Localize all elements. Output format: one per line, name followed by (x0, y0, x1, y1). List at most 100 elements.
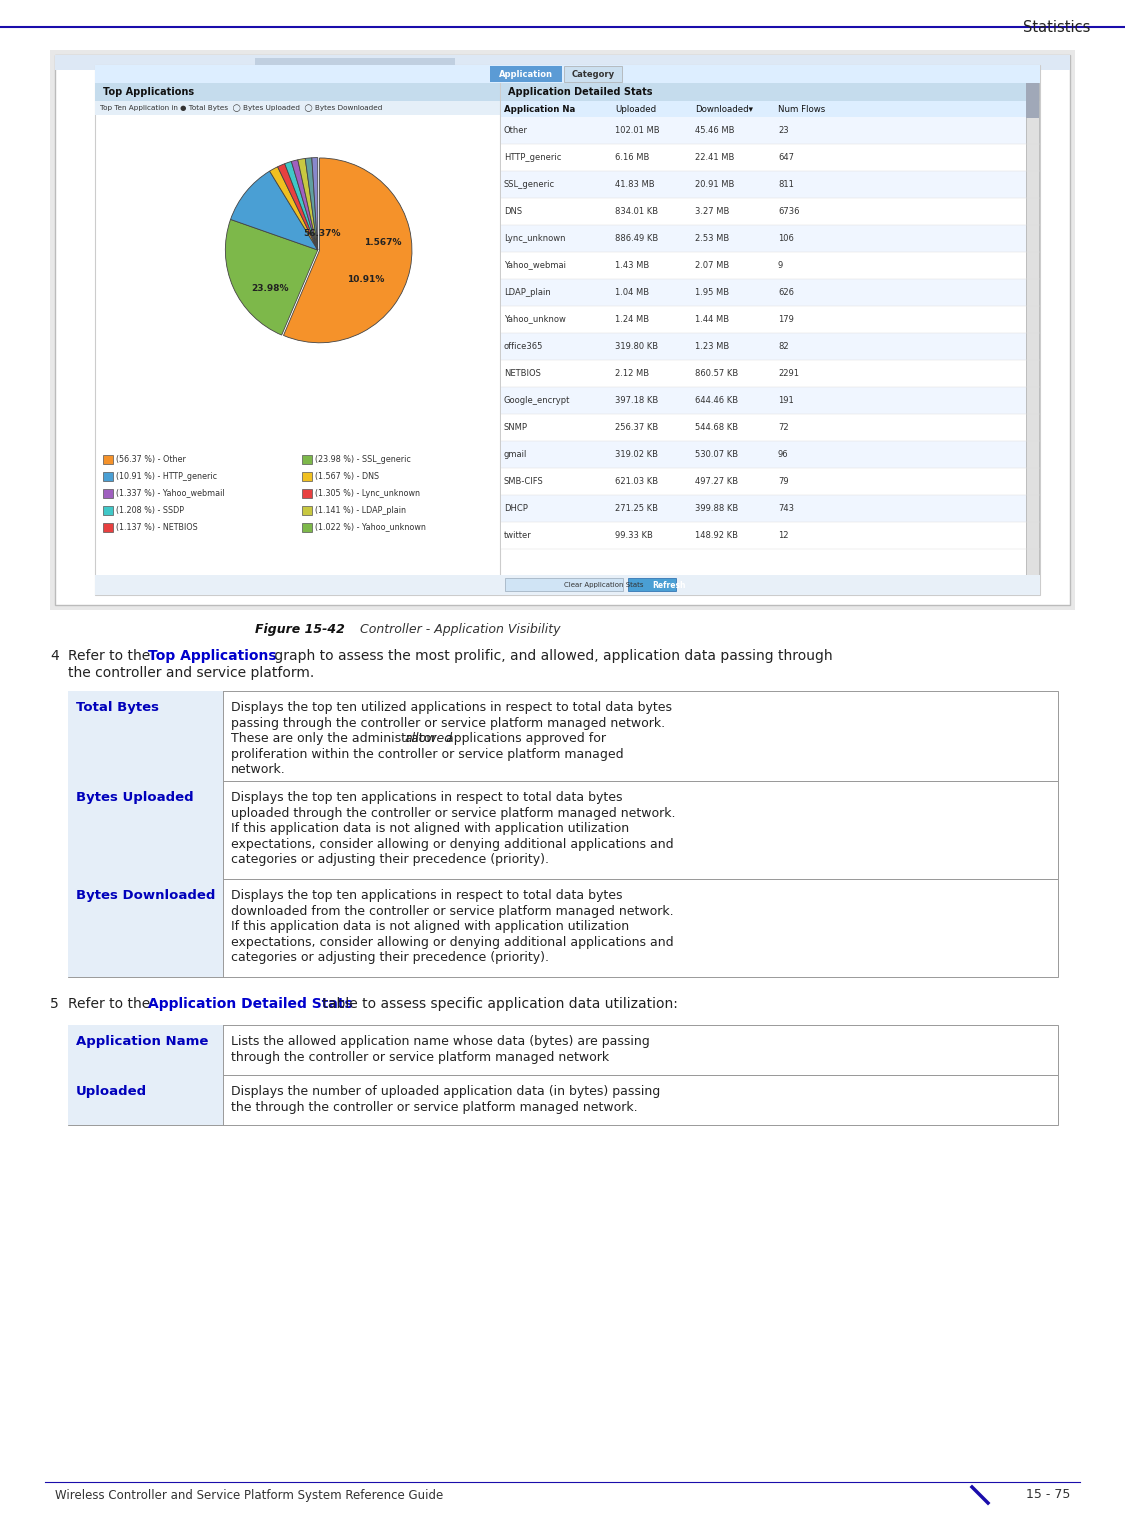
Text: 2.53 MB: 2.53 MB (695, 234, 729, 243)
Text: DNS: DNS (504, 206, 522, 215)
Text: 12: 12 (778, 531, 789, 540)
Wedge shape (298, 158, 317, 250)
Text: 399.88 KB: 399.88 KB (695, 504, 738, 513)
Bar (55, 55, 1070, 70)
Text: categories or adjusting their precedence (priority).: categories or adjusting their precedence… (231, 951, 549, 963)
Text: 544.68 KB: 544.68 KB (695, 423, 738, 431)
Text: (23.98 %) - SSL_generic: (23.98 %) - SSL_generic (315, 455, 411, 464)
Text: Displays the top ten utilized applications in respect to total data bytes: Displays the top ten utilized applicatio… (231, 701, 672, 715)
Text: Application Detailed Stats: Application Detailed Stats (508, 86, 652, 97)
Text: 4: 4 (50, 649, 58, 663)
Wedge shape (270, 167, 317, 250)
Text: Google_encrypt: Google_encrypt (504, 396, 570, 405)
Bar (302, 507, 312, 514)
Text: 102.01 MB: 102.01 MB (615, 126, 659, 135)
Bar (94, 102, 500, 115)
Text: SSL_generic: SSL_generic (504, 179, 555, 188)
Text: allowed: allowed (404, 733, 452, 745)
Text: 811: 811 (778, 179, 794, 188)
Text: Wireless Controller and Service Platform System Reference Guide: Wireless Controller and Service Platform… (55, 1488, 443, 1502)
Text: 256.37 KB: 256.37 KB (615, 423, 658, 431)
Text: 621.03 KB: 621.03 KB (615, 476, 658, 485)
Text: Num Flows: Num Flows (778, 105, 826, 114)
Bar (501, 360, 1040, 387)
Text: 1.24 MB: 1.24 MB (615, 314, 649, 323)
Text: (1.208 %) - SSDP: (1.208 %) - SSDP (116, 505, 184, 514)
Text: 397.18 KB: 397.18 KB (615, 396, 658, 405)
Bar (94, 575, 1040, 595)
Text: These are only the administrator ⁠: These are only the administrator ⁠ (231, 733, 441, 745)
Text: 644.46 KB: 644.46 KB (695, 396, 738, 405)
Text: 15 - 75: 15 - 75 (1026, 1488, 1070, 1502)
Text: Downloaded▾: Downloaded▾ (695, 105, 753, 114)
Text: (1.141 %) - LDAP_plain: (1.141 %) - LDAP_plain (315, 505, 406, 514)
Bar (501, 225, 1040, 252)
Bar (68, 692, 1058, 781)
Text: Uploaded: Uploaded (615, 105, 656, 114)
Text: 1.567%: 1.567% (363, 238, 402, 247)
Bar (501, 199, 1040, 225)
Text: Bytes Downloaded: Bytes Downloaded (76, 889, 215, 903)
Text: table to assess specific application data utilization:: table to assess specific application dat… (318, 997, 678, 1010)
Bar (104, 523, 112, 532)
Bar (68, 878, 223, 977)
Text: Controller - Application Visibility: Controller - Application Visibility (352, 623, 560, 636)
Bar (302, 488, 312, 498)
Text: 148.92 KB: 148.92 KB (695, 531, 738, 540)
Bar (628, 578, 676, 592)
Text: 82: 82 (778, 341, 789, 350)
Bar (505, 578, 623, 592)
Text: 79: 79 (778, 476, 789, 485)
Text: 271.25 KB: 271.25 KB (615, 504, 658, 513)
Bar (94, 83, 500, 102)
Text: (1.137 %) - NETBIOS: (1.137 %) - NETBIOS (116, 522, 198, 531)
Text: gmail: gmail (504, 449, 528, 458)
Bar (1026, 83, 1040, 575)
Bar (68, 878, 1058, 977)
Text: 834.01 KB: 834.01 KB (615, 206, 658, 215)
Text: Statistics: Statistics (1023, 20, 1090, 35)
Text: passing through the controller or service platform managed network.: passing through the controller or servic… (231, 716, 665, 730)
Text: 41.83 MB: 41.83 MB (615, 179, 655, 188)
Text: 1.04 MB: 1.04 MB (615, 288, 649, 296)
Text: 106: 106 (778, 234, 794, 243)
Text: 6736: 6736 (778, 206, 800, 215)
Text: Yahoo_webmai: Yahoo_webmai (504, 261, 566, 270)
Text: (1.305 %) - Lync_unknown: (1.305 %) - Lync_unknown (315, 488, 420, 498)
Bar (501, 171, 1040, 199)
Bar (501, 102, 1040, 117)
Wedge shape (285, 161, 317, 250)
Bar (68, 781, 223, 878)
Bar (501, 306, 1040, 334)
Bar (501, 334, 1040, 360)
Text: through the controller or service platform managed network: through the controller or service platfo… (231, 1050, 609, 1063)
Wedge shape (278, 164, 317, 250)
Bar (302, 455, 312, 464)
Text: twitter: twitter (504, 531, 532, 540)
Text: (1.567 %) - DNS: (1.567 %) - DNS (315, 472, 379, 481)
Text: 23.98%: 23.98% (251, 284, 288, 293)
Text: Application Na: Application Na (504, 105, 575, 114)
Text: network.: network. (231, 763, 286, 777)
Bar (501, 252, 1040, 279)
Wedge shape (305, 158, 317, 250)
Bar (68, 692, 223, 781)
Text: 1.44 MB: 1.44 MB (695, 314, 729, 323)
Text: 45.46 MB: 45.46 MB (695, 126, 735, 135)
Text: Total Bytes: Total Bytes (76, 701, 159, 715)
Text: uploaded through the controller or service platform managed network.: uploaded through the controller or servi… (231, 807, 675, 819)
Text: 743: 743 (778, 504, 794, 513)
Text: Figure 15-42: Figure 15-42 (255, 623, 345, 636)
Text: (10.91 %) - HTTP_generic: (10.91 %) - HTTP_generic (116, 472, 217, 481)
Text: graph to assess the most prolific, and allowed, application data passing through: graph to assess the most prolific, and a… (270, 649, 832, 663)
Text: expectations, consider allowing or denying additional applications and: expectations, consider allowing or denyi… (231, 837, 674, 851)
Text: 99.33 KB: 99.33 KB (615, 531, 652, 540)
Text: Refer to the: Refer to the (68, 649, 154, 663)
Bar (104, 472, 112, 481)
Text: Uploaded: Uploaded (76, 1085, 147, 1098)
Wedge shape (284, 158, 412, 343)
Text: 23: 23 (778, 126, 789, 135)
Text: Top Applications: Top Applications (148, 649, 277, 663)
Text: 319.80 KB: 319.80 KB (615, 341, 658, 350)
Text: 886.49 KB: 886.49 KB (615, 234, 658, 243)
